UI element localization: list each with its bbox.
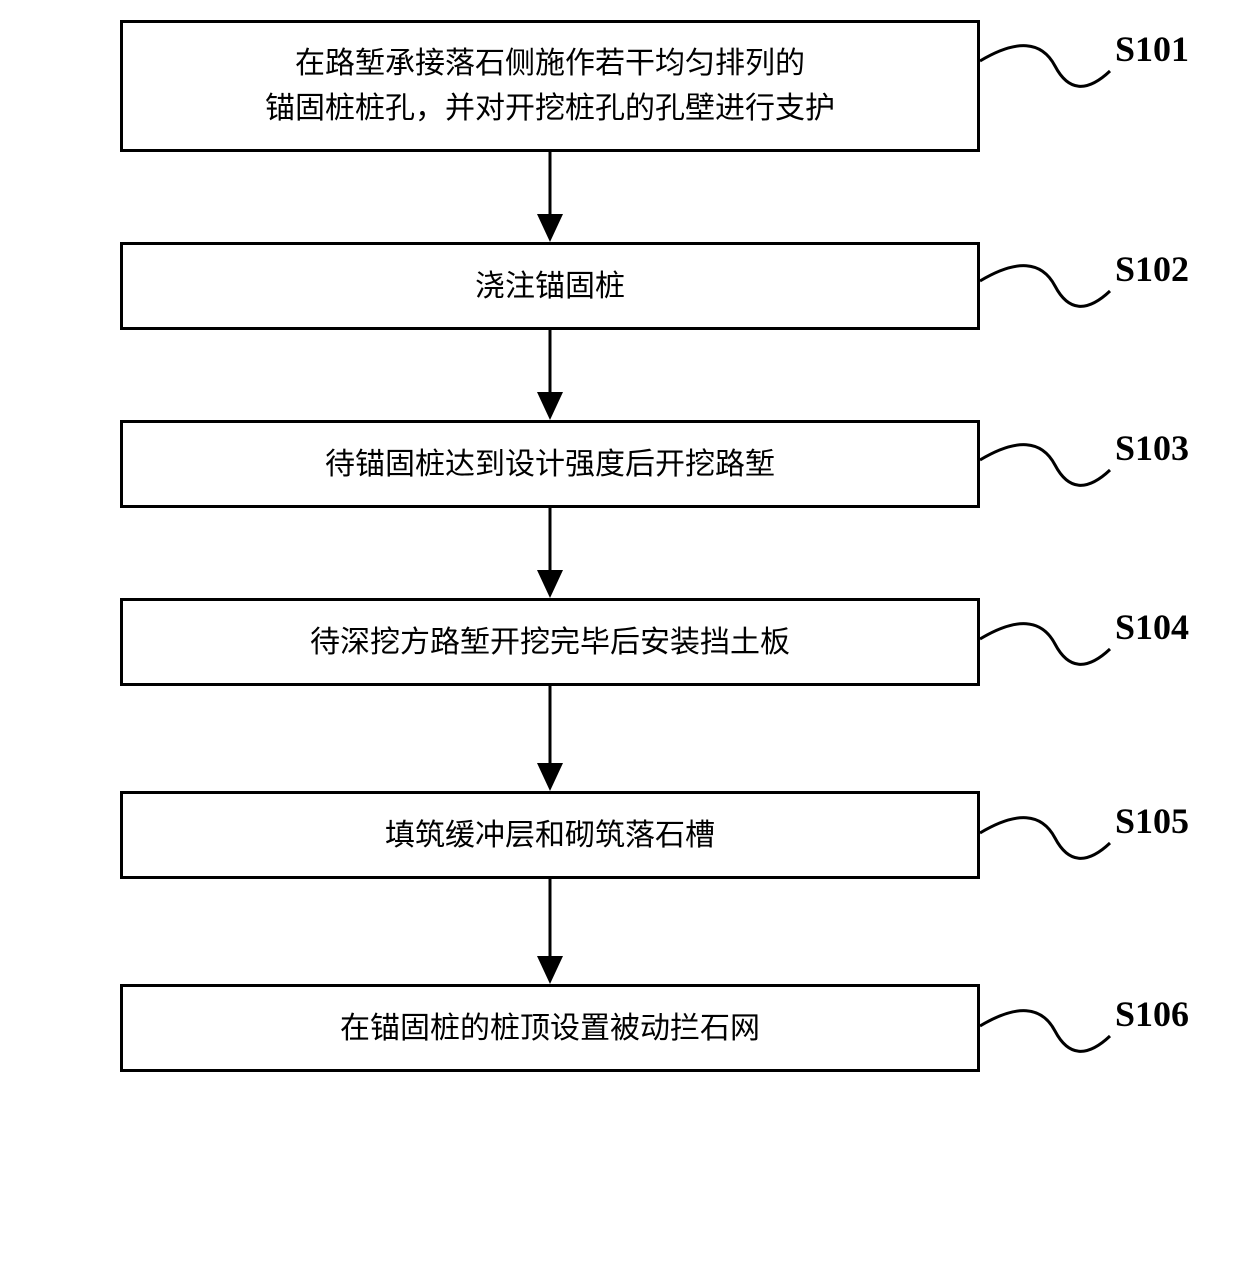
step-label: S104 xyxy=(1115,606,1189,648)
step-label: S102 xyxy=(1115,248,1189,290)
flow-arrow xyxy=(120,508,980,598)
flow-step-text: 待锚固桩达到设计强度后开挖路堑 xyxy=(325,442,775,487)
callout-curve xyxy=(980,808,1115,878)
flow-step-text: 待深挖方路堑开挖完毕后安装挡土板 xyxy=(310,620,790,665)
flow-arrow xyxy=(120,879,980,984)
callout-curve xyxy=(980,435,1115,505)
flow-step-box: 填筑缓冲层和砌筑落石槽 xyxy=(120,791,980,879)
flow-arrow xyxy=(120,152,980,242)
callout-curve xyxy=(980,36,1115,106)
callout-curve xyxy=(980,614,1115,684)
flow-step-box: 浇注锚固桩 xyxy=(120,242,980,330)
flow-step-text: 填筑缓冲层和砌筑落石槽 xyxy=(385,813,715,858)
step-label: S103 xyxy=(1115,427,1189,469)
flow-step-box: 在锚固桩的桩顶设置被动拦石网 xyxy=(120,984,980,1072)
flow-step-text: 在路堑承接落石侧施作若干均匀排列的 锚固桩桩孔，并对开挖桩孔的孔壁进行支护 xyxy=(265,41,835,131)
flow-step-text: 在锚固桩的桩顶设置被动拦石网 xyxy=(340,1006,760,1051)
flow-step-text: 浇注锚固桩 xyxy=(475,264,625,309)
flow-step-box: 在路堑承接落石侧施作若干均匀排列的 锚固桩桩孔，并对开挖桩孔的孔壁进行支护 xyxy=(120,20,980,152)
step-label: S105 xyxy=(1115,800,1189,842)
step-label: S101 xyxy=(1115,28,1189,70)
flowchart-container: 在路堑承接落石侧施作若干均匀排列的 锚固桩桩孔，并对开挖桩孔的孔壁进行支护 浇注… xyxy=(120,20,1020,1072)
flow-arrow xyxy=(120,686,980,791)
flow-arrow xyxy=(120,330,980,420)
callout-curve xyxy=(980,1001,1115,1071)
flow-step-box: 待深挖方路堑开挖完毕后安装挡土板 xyxy=(120,598,980,686)
step-label: S106 xyxy=(1115,993,1189,1035)
flow-step-box: 待锚固桩达到设计强度后开挖路堑 xyxy=(120,420,980,508)
callout-curve xyxy=(980,256,1115,326)
